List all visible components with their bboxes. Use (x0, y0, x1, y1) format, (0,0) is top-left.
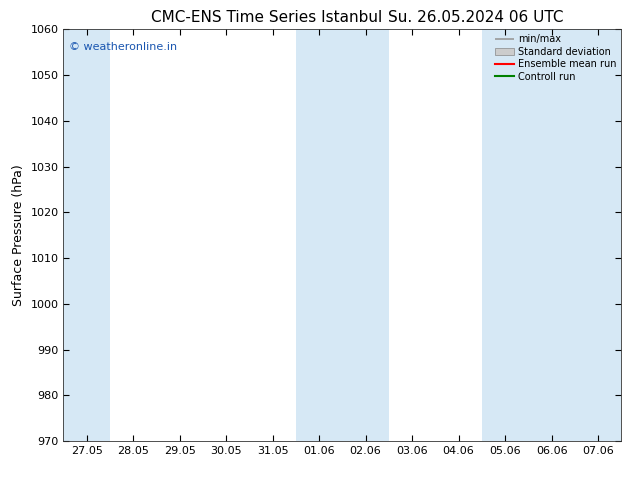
Legend: min/max, Standard deviation, Ensemble mean run, Controll run: min/max, Standard deviation, Ensemble me… (493, 32, 618, 83)
Bar (63, 29, 110, 441)
Text: © weatheronline.in: © weatheronline.in (69, 42, 177, 52)
Bar (482, 29, 621, 441)
Text: Su. 26.05.2024 06 UTC: Su. 26.05.2024 06 UTC (388, 10, 563, 25)
Text: CMC-ENS Time Series Istanbul: CMC-ENS Time Series Istanbul (151, 10, 382, 25)
Y-axis label: Surface Pressure (hPa): Surface Pressure (hPa) (12, 164, 25, 306)
Bar (296, 29, 389, 441)
